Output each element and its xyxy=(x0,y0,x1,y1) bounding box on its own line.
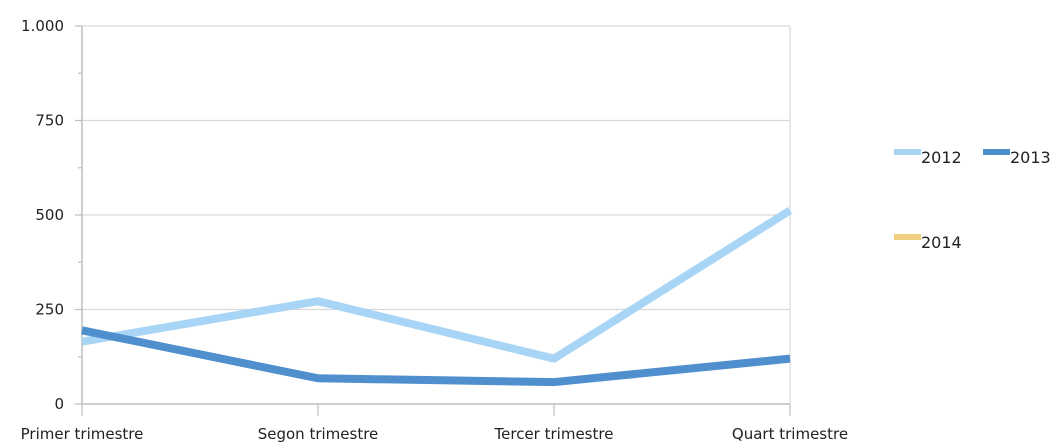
legend-label-2013: 2013 xyxy=(1010,148,1051,167)
grid-lines xyxy=(82,25,791,404)
y-tick-label: 1.000 xyxy=(21,17,64,35)
y-tick-label: 750 xyxy=(35,112,64,130)
y-tick-label: 250 xyxy=(35,301,64,319)
series-line-2013 xyxy=(81,326,791,387)
series-lines xyxy=(81,207,793,387)
legend-label-2012: 2012 xyxy=(921,148,962,167)
x-tick-label: Quart trimestre xyxy=(732,425,848,443)
y-tick-label: 500 xyxy=(35,206,64,224)
x-tick-label: Segon trimestre xyxy=(258,425,379,443)
legend: 2012 2013 2014 xyxy=(894,148,1051,252)
x-axis-ticks: Primer trimestre Segon trimestre Tercer tr… xyxy=(21,404,848,443)
legend-swatch-2014 xyxy=(894,234,921,240)
series-line-2012 xyxy=(81,207,793,363)
legend-swatch-2012 xyxy=(894,149,921,155)
y-axis-ticks: 0 250 500 750 1.000 xyxy=(21,17,82,413)
x-tick-label: Primer trimestre xyxy=(21,425,144,443)
y-tick-label: 0 xyxy=(54,395,64,413)
x-tick-label: Tercer trimestre xyxy=(494,425,614,443)
legend-label-2014: 2014 xyxy=(921,233,962,252)
legend-swatch-2013 xyxy=(983,149,1010,155)
